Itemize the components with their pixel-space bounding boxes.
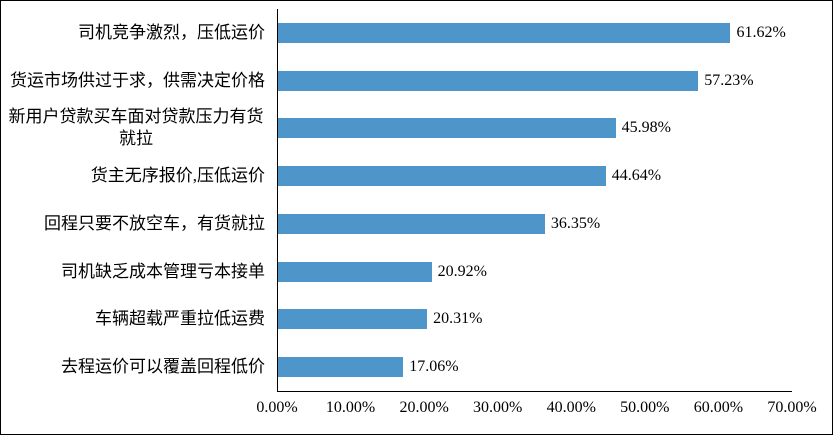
- x-axis-tick: 50.00%: [620, 399, 670, 416]
- x-axis-tick: 40.00%: [546, 399, 596, 416]
- category-label: 回程只要不放空车，有货就拉: [7, 213, 277, 235]
- bar-track: 20.92%: [277, 247, 792, 296]
- value-label: 36.35%: [550, 214, 601, 232]
- category-label-text: 司机竞争激烈，压低运价: [78, 22, 265, 42]
- bar-track: 20.31%: [277, 295, 792, 344]
- category-label-text: 货运市场供过于求，供需决定价格: [10, 70, 265, 90]
- x-axis-tick: 0.00%: [256, 399, 298, 416]
- value-label: 20.92%: [437, 262, 487, 280]
- category-label: 货运市场供过于求，供需决定价格: [7, 70, 277, 92]
- bar: [278, 166, 606, 187]
- category-label: 新用户贷款买车面对贷款压力有货就拉: [7, 106, 277, 150]
- value-label: 20.31%: [433, 310, 483, 328]
- chart-row: 回程只要不放空车，有货就拉 36.35%: [7, 200, 792, 248]
- x-axis-tick: 10.00%: [325, 399, 376, 416]
- bar-track: 44.64%: [277, 152, 792, 200]
- plot-area: 司机竞争激烈，压低运价 61.62% 货运市场供过于求，供需决定价格 57.23…: [7, 9, 792, 391]
- category-label-text: 新用户贷款买车面对贷款压力有货就拉: [8, 107, 264, 149]
- category-label: 车辆超载严重拉低运费: [7, 308, 277, 330]
- bar: [278, 22, 731, 43]
- category-label-text: 车辆超载严重拉低运费: [95, 309, 265, 329]
- chart-row: 司机缺乏成本管理亏本接单 20.92%: [7, 247, 792, 296]
- value-label: 61.62%: [736, 23, 786, 41]
- bar: [278, 357, 404, 378]
- chart-row: 司机竞争激烈，压低运价 61.62%: [7, 9, 792, 57]
- chart-row: 货运市场供过于求，供需决定价格 57.23%: [7, 56, 792, 105]
- value-label: 57.23%: [704, 71, 754, 89]
- bar-track: 61.62%: [277, 9, 792, 57]
- chart-row: 货主无序报价,压低运价 44.64%: [7, 152, 792, 200]
- value-label: 45.98%: [621, 119, 671, 137]
- category-label-text: 货主无序报价,压低运价: [90, 166, 265, 186]
- value-label: 44.64%: [611, 167, 662, 185]
- bar: [278, 309, 428, 330]
- category-label-text: 去程运价可以覆盖回程低价: [61, 357, 265, 377]
- category-label: 去程运价可以覆盖回程低价: [7, 356, 277, 378]
- x-axis-tick: 30.00%: [473, 399, 523, 416]
- chart-row: 去程运价可以覆盖回程低价 17.06%: [7, 343, 792, 391]
- chart-row: 新用户贷款买车面对贷款压力有货就拉 45.98%: [7, 104, 792, 153]
- bar-track: 36.35%: [277, 200, 792, 248]
- chart-row: 车辆超载严重拉低运费 20.31%: [7, 295, 792, 344]
- horizontal-bar-chart: 司机竞争激烈，压低运价 61.62% 货运市场供过于求，供需决定价格 57.23…: [7, 9, 817, 424]
- value-label: 17.06%: [409, 358, 459, 376]
- category-label: 司机缺乏成本管理亏本接单: [7, 261, 277, 283]
- bar: [278, 70, 699, 91]
- category-label-text: 回程只要不放空车，有货就拉: [44, 213, 265, 233]
- bar-track: 57.23%: [277, 56, 792, 105]
- bar-track: 17.06%: [277, 343, 792, 391]
- bar: [278, 118, 616, 139]
- x-axis: 0.00% 10.00% 20.00% 30.00% 40.00% 50.00%…: [256, 391, 817, 424]
- category-label: 司机竞争激烈，压低运价: [7, 22, 277, 44]
- x-axis-tick: 20.00%: [399, 399, 449, 416]
- category-label: 货主无序报价,压低运价: [7, 165, 277, 187]
- x-axis-tick: 70.00%: [767, 399, 817, 416]
- x-axis-tick: 60.00%: [693, 399, 744, 416]
- category-label-text: 司机缺乏成本管理亏本接单: [61, 261, 265, 281]
- bar: [278, 213, 545, 234]
- bar-track: 45.98%: [277, 104, 792, 153]
- bar: [278, 261, 432, 282]
